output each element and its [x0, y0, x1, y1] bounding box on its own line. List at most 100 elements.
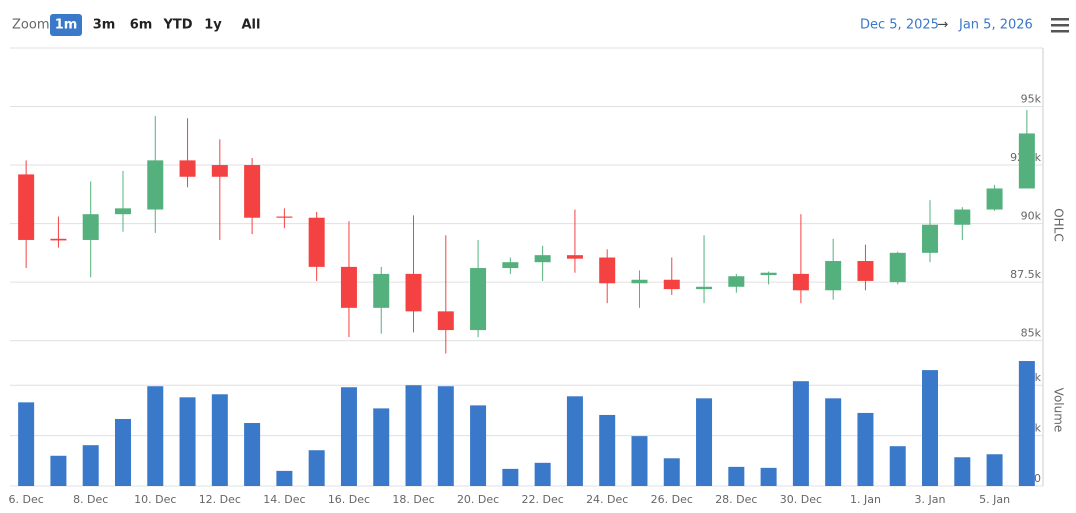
x-tick-label: 16. Dec — [328, 493, 370, 506]
x-tick-label: 5. Jan — [979, 493, 1010, 506]
candle-body — [470, 268, 487, 331]
candle-body — [825, 261, 842, 291]
candle-body — [631, 279, 648, 284]
candle-body — [114, 208, 131, 215]
x-tick-label: 1. Jan — [850, 493, 881, 506]
range-separator: → — [938, 18, 949, 33]
menu-bar — [1051, 30, 1069, 33]
candle-body — [954, 209, 971, 225]
volume-bar — [889, 446, 906, 486]
y-tick-label: 85k — [1021, 327, 1042, 340]
candle-body — [534, 255, 551, 263]
candle-body — [760, 272, 777, 276]
volume-bar — [179, 397, 196, 486]
y-tick-label: 87.5k — [1010, 268, 1041, 281]
candle-body — [599, 257, 616, 284]
y2-tick-label: 0 — [1034, 472, 1041, 485]
volume-bar — [760, 467, 777, 486]
volume-bar — [631, 436, 648, 486]
candle-body — [82, 214, 99, 240]
zoom-button-bg — [50, 14, 82, 36]
volume-bar — [696, 398, 713, 486]
zoom-button[interactable]: 1m — [50, 14, 82, 36]
range-from[interactable]: Dec 5, 2025 — [860, 18, 939, 33]
candle-body — [308, 217, 325, 267]
zoom-button[interactable]: 6m — [130, 18, 153, 33]
range-to[interactable]: Jan 5, 2026 — [958, 18, 1033, 33]
menu-bar — [1051, 24, 1069, 27]
volume-bar — [986, 454, 1003, 486]
candle-body — [244, 165, 261, 218]
menu-bar — [1051, 18, 1069, 21]
x-tick-label: 3. Jan — [915, 493, 946, 506]
volume-bar — [437, 386, 454, 486]
candle-body — [566, 255, 583, 259]
volume-bar — [922, 370, 939, 486]
candle-body — [18, 174, 35, 240]
volume-bar — [114, 418, 131, 486]
x-tick-label: 28. Dec — [715, 493, 757, 506]
candle-body — [1018, 133, 1035, 189]
x-tick-label: 30. Dec — [780, 493, 822, 506]
volume-bar — [276, 470, 293, 486]
volume-bar — [954, 457, 971, 486]
volume-bar — [599, 414, 616, 486]
candle-body — [437, 311, 454, 331]
volume-bar — [244, 423, 261, 486]
candle-body — [663, 279, 680, 290]
y2-axis-title: Volume — [1052, 388, 1066, 433]
volume-bar — [825, 398, 842, 486]
x-tick-label: 26. Dec — [651, 493, 693, 506]
candle-body — [696, 286, 713, 290]
volume-bar — [82, 445, 99, 486]
candle-body — [728, 276, 745, 287]
volume-bar — [728, 466, 745, 486]
x-tick-label: 20. Dec — [457, 493, 499, 506]
volume-bar — [147, 386, 164, 486]
candle-body — [211, 165, 228, 177]
y-tick-label: 90k — [1021, 210, 1042, 223]
volume-bar — [566, 396, 583, 486]
candle-body — [340, 266, 357, 308]
zoom-button-label: 6m — [130, 18, 153, 33]
candle-body — [373, 273, 390, 308]
candle-body — [147, 160, 164, 210]
volume-bar — [308, 450, 325, 486]
volume-bar — [50, 455, 67, 486]
zoom-button[interactable]: YTD — [162, 18, 192, 33]
volume-bar — [340, 387, 357, 486]
candle-body — [50, 238, 67, 241]
y-tick-label: 95k — [1021, 93, 1042, 106]
zoom-button[interactable]: 1y — [204, 18, 222, 33]
volume-bar — [502, 468, 519, 486]
x-tick-label: 24. Dec — [586, 493, 628, 506]
zoom-button-label: All — [242, 18, 261, 33]
candle-body — [922, 224, 939, 253]
zoom-button[interactable]: 3m — [93, 18, 116, 33]
zoom-button[interactable]: All — [242, 18, 261, 33]
x-tick-label: 18. Dec — [392, 493, 434, 506]
zoom-button-label: YTD — [162, 18, 192, 33]
x-tick-label: 8. Dec — [73, 493, 108, 506]
zoom-button-label: 1m — [55, 18, 78, 33]
volume-bar — [373, 408, 390, 486]
volume-bar — [534, 462, 551, 486]
zoom-button-label: 1y — [204, 18, 222, 33]
volume-bar — [470, 405, 487, 486]
zoom-label: Zoom — [12, 18, 49, 33]
candle-body — [986, 188, 1003, 210]
volume-bar — [211, 394, 228, 486]
candle-body — [857, 261, 874, 281]
volume-bar — [18, 402, 35, 486]
candle-body — [889, 252, 906, 283]
y-axis-title: OHLC — [1052, 208, 1066, 242]
volume-bar — [663, 458, 680, 486]
candle-body — [502, 262, 519, 269]
x-tick-label: 22. Dec — [522, 493, 564, 506]
candle-body — [405, 273, 422, 312]
candle-body — [792, 273, 809, 291]
volume-bar — [1018, 361, 1035, 486]
menu-button[interactable] — [1051, 18, 1069, 33]
